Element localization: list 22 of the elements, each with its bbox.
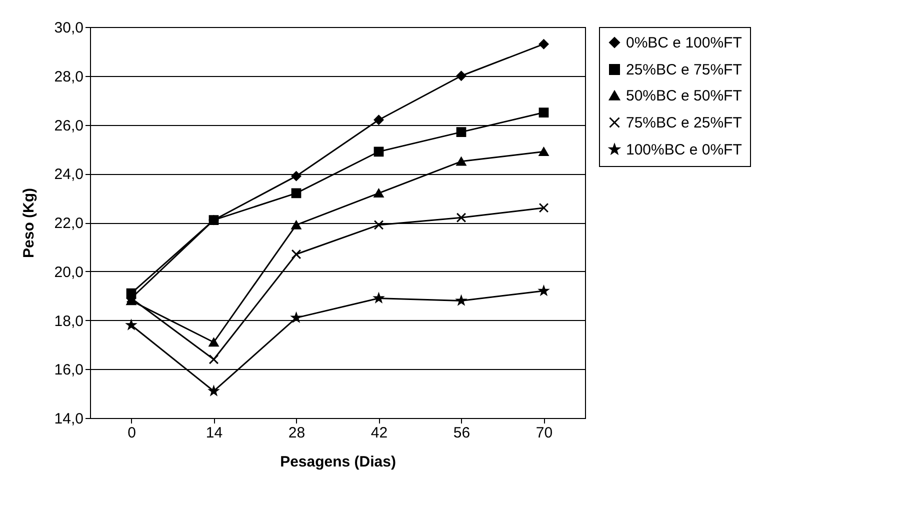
- y-axis-title: Peso (Kg): [20, 188, 38, 258]
- y-tick-label: 14,0: [54, 410, 84, 428]
- y-tick-label: 28,0: [54, 68, 84, 86]
- x-tick-label: 0: [128, 424, 136, 442]
- y-tick-label: 26,0: [54, 117, 84, 134]
- y-tick-label: 22,0: [54, 215, 84, 232]
- y-tick-label: 30,0: [54, 20, 84, 36]
- x-tick-label: 56: [453, 424, 470, 442]
- legend-label: 0%BC e 100%FT: [626, 34, 742, 52]
- x-axis-title: Pesagens (Dias): [280, 454, 396, 470]
- legend-label: 25%BC e 75%FT: [626, 62, 742, 78]
- y-tick-label: 20,0: [54, 264, 84, 281]
- y-tick-label: 16,0: [54, 362, 84, 379]
- x-tick-label: 14: [206, 424, 223, 442]
- legend-label: 75%BC e 25%FT: [626, 114, 742, 132]
- y-tick-label: 24,0: [54, 166, 84, 184]
- x-tick-label: 70: [536, 424, 553, 442]
- legend-label: 100%BC e 0%FT: [626, 142, 742, 158]
- y-tick-label: 18,0: [54, 312, 84, 330]
- legend-label: 50%BC e 50%FT: [626, 88, 742, 104]
- x-tick-label: 28: [288, 424, 306, 442]
- x-tick-label: 42: [370, 424, 388, 442]
